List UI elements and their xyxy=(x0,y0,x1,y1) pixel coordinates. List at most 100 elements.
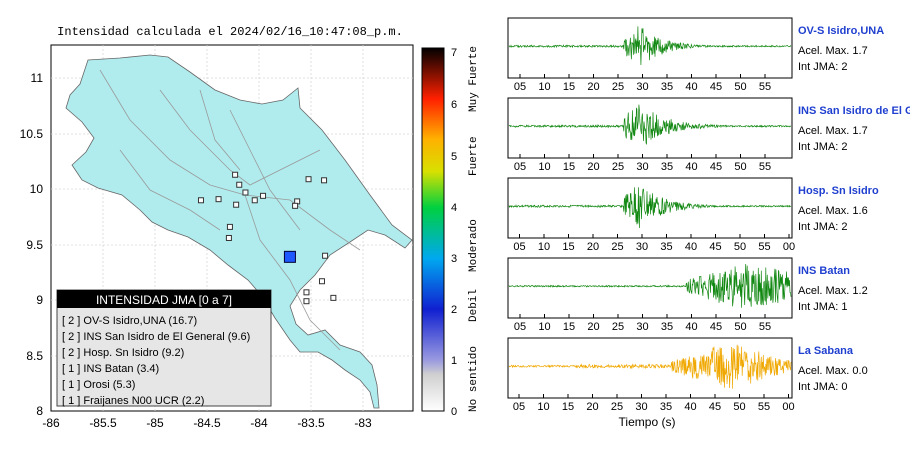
tick-label: 55 xyxy=(758,401,770,413)
tick-label: 10 xyxy=(538,161,550,173)
legend-item: [ 2 ] Hosp. Sn Isidro (9.2) xyxy=(62,347,184,359)
station-marker xyxy=(242,189,249,196)
legend-item: [ 2 ] INS San Isidro de El General (9.6) xyxy=(62,331,250,343)
max-acceleration: Acel. Max. 1.7 xyxy=(798,125,868,137)
waveform-frame xyxy=(507,97,793,159)
colorbar-category: Debil xyxy=(468,289,480,322)
waveform-trace xyxy=(508,104,792,145)
waveform-panel: 05 10 15 20 25 30 35 40 45 50 55 INS Batan Acel. Max… xyxy=(507,257,868,333)
station-marker xyxy=(260,192,267,199)
station-name: OV-S Isidro,UNA xyxy=(798,25,884,37)
legend-item: [ 1 ] Orosi (5.3) xyxy=(62,379,135,391)
colorbar-category: Muy Fuerte xyxy=(468,46,480,112)
tick-label: 50 xyxy=(734,161,746,173)
tick-label: 55 xyxy=(759,321,771,333)
station-marker xyxy=(226,223,233,230)
tick-label: 10 xyxy=(538,81,550,93)
x-tick: -85 xyxy=(146,416,164,430)
station-marker xyxy=(318,278,325,285)
station-marker xyxy=(232,171,239,178)
station-name: La Sabana xyxy=(798,345,854,357)
tick-label: 35 xyxy=(660,241,672,253)
tick-label: 35 xyxy=(661,161,673,173)
tick-label: 55 xyxy=(759,161,771,173)
tick-label: 55 xyxy=(758,241,770,253)
station-marker xyxy=(233,201,240,208)
station-marker xyxy=(225,234,232,241)
tick-label: 05 xyxy=(513,241,525,253)
tick-label: 50 xyxy=(733,401,745,413)
tick-label: 20 xyxy=(587,161,599,173)
tick-label: 30 xyxy=(636,81,648,93)
tick-label: 15 xyxy=(563,161,575,173)
tick-label: 50 xyxy=(734,81,746,93)
intensity-legend: INTENSIDAD JMA [0 a 7] [ 2 ] OV-S Isidro… xyxy=(56,289,272,407)
tick-label: 40 xyxy=(685,81,697,93)
station-marker xyxy=(303,298,310,305)
costa-rica-landmass xyxy=(65,54,413,409)
legend-title: INTENSIDAD JMA [0 a 7] xyxy=(96,293,232,307)
colorbar-tick: 4 xyxy=(451,202,457,214)
waveform-trace xyxy=(508,344,792,389)
colorbar-category: No sentido xyxy=(468,346,480,412)
waveform-panels: 05 10 15 20 25 30 35 40 45 50 55 OV-S Isidro,UNA Ace… xyxy=(507,17,910,413)
tick-label: 25 xyxy=(612,81,624,93)
tick-label: 10 xyxy=(537,401,549,413)
jma-intensity: Int JMA: 0 xyxy=(798,381,848,393)
tick-label: 05 xyxy=(514,161,526,173)
x-tick: -84.5 xyxy=(193,416,221,430)
station-name: INS Batan xyxy=(798,265,850,277)
station-marker xyxy=(251,197,258,204)
road-network xyxy=(99,69,361,351)
tick-label: 40 xyxy=(685,161,697,173)
waveform-frame xyxy=(507,337,793,399)
tick-label: 30 xyxy=(636,241,648,253)
station-marker xyxy=(215,196,222,203)
tick-label: 15 xyxy=(563,321,575,333)
traces-xlabel: Tiempo (s) xyxy=(619,415,676,429)
x-tick: -83 xyxy=(354,416,372,430)
tick-label: 35 xyxy=(661,81,673,93)
tick-label: 20 xyxy=(586,401,598,413)
tick-label: 35 xyxy=(661,321,673,333)
y-tick: 8 xyxy=(36,404,43,418)
x-tick: -85.5 xyxy=(89,416,117,430)
max-acceleration: Acel. Max. 1.2 xyxy=(798,285,868,297)
colorbar-category: Moderado xyxy=(468,219,480,272)
colorbar-tick: 7 xyxy=(451,47,457,59)
epicenter-marker xyxy=(283,250,296,263)
station-marker xyxy=(303,289,310,296)
tick-label: 45 xyxy=(709,401,721,413)
legend-item: [ 1 ] INS Batan (3.4) xyxy=(62,363,159,375)
tick-label: 35 xyxy=(660,401,672,413)
map-title: Intensidad calculada el 2024/02/16_10:47… xyxy=(57,25,403,39)
tick-label: 45 xyxy=(710,321,722,333)
x-tick: -84 xyxy=(250,416,268,430)
tick-label: 20 xyxy=(587,241,599,253)
x-tick: -83.5 xyxy=(297,416,325,430)
legend-item: [ 2 ] OV-S Isidro,UNA (16.7) xyxy=(62,315,197,327)
colorbar-tick: 2 xyxy=(451,304,457,316)
tick-label: 55 xyxy=(759,81,771,93)
tick-label: 50 xyxy=(734,321,746,333)
tick-label: 05 xyxy=(514,81,526,93)
tick-label: 00 xyxy=(783,241,795,253)
waveform-panel: 05 10 15 20 25 30 35 40 45 50 55 INS San Isidro de … xyxy=(507,97,910,173)
station-marker xyxy=(305,176,312,183)
tick-label: 30 xyxy=(635,401,647,413)
station-marker xyxy=(322,252,329,259)
colorbar-tick: 0 xyxy=(451,406,457,418)
map-axes: -86 -85.5 -85 -84.5 -84 -83.5 -83 11 10.… xyxy=(20,71,372,430)
colorbar-category: Fuerte xyxy=(468,136,480,176)
tick-label: 25 xyxy=(611,241,623,253)
tick-label: 05 xyxy=(513,401,525,413)
tick-label: 40 xyxy=(685,321,697,333)
station-marker xyxy=(330,294,337,301)
colorbar-tick: 6 xyxy=(451,99,457,111)
tick-label: 15 xyxy=(562,401,574,413)
tick-label: 15 xyxy=(562,241,574,253)
colorbar-tick: 3 xyxy=(451,253,457,265)
waveform-panel: 05 10 15 20 25 30 35 40 45 50 55 00 Hosp. Sn Isidro A… xyxy=(507,177,879,253)
tick-label: 40 xyxy=(685,241,697,253)
